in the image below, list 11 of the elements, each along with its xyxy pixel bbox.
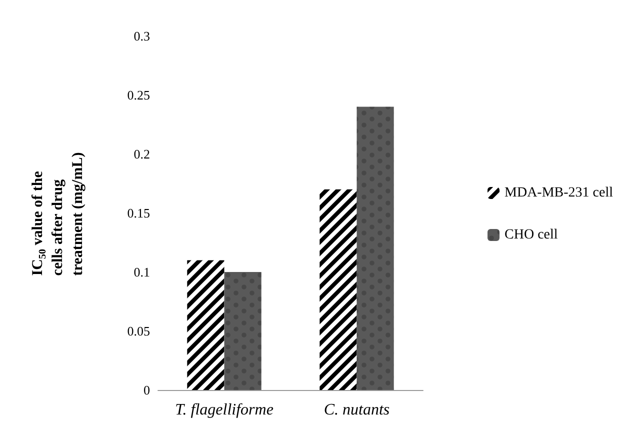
y-tick-label: 0.05 [127, 324, 150, 338]
y-tick-label: 0 [144, 382, 150, 398]
y-tick-label: 0.25 [127, 88, 150, 102]
legend-label: CHO cell [504, 228, 558, 242]
y-tick-label: 0.15 [127, 206, 150, 220]
y-tick-label: 0.3 [134, 28, 150, 44]
y-tick-label: 0.1 [134, 264, 150, 280]
x-tick-label: T. flagelliforme [175, 402, 274, 418]
x-tick-label: C. nutants [324, 402, 390, 418]
y-tick-label: 0.2 [134, 146, 150, 162]
legend-label: MDA-MB-231 cell [504, 186, 614, 200]
